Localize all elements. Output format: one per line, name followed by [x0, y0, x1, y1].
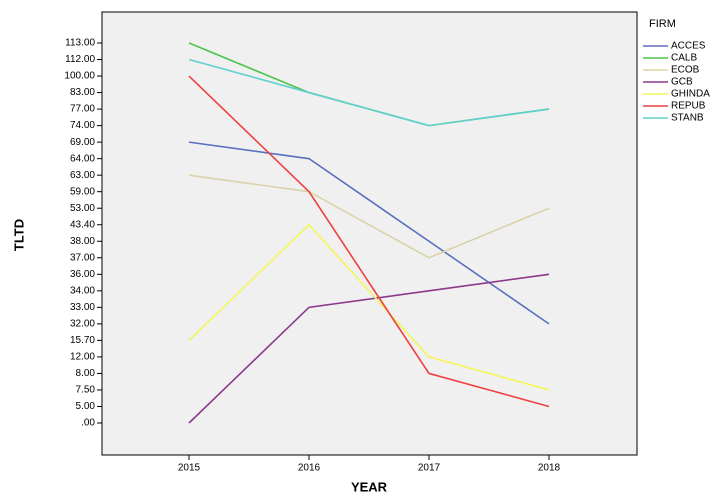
- legend-title: FIRM: [649, 18, 676, 30]
- x-tick-label: 2015: [178, 463, 201, 474]
- y-tick-label: 34.00: [70, 285, 95, 296]
- y-tick-label: 12.00: [70, 352, 95, 363]
- y-tick-label: 83.00: [70, 87, 95, 98]
- y-tick-label: 112.00: [65, 54, 95, 65]
- legend-label: REPUB: [671, 101, 706, 112]
- data-line: [188, 174, 550, 259]
- y-tick-label: 63.00: [70, 170, 95, 181]
- y-tick-label: 5.00: [76, 401, 96, 412]
- y-tick-label: 32.00: [70, 319, 95, 330]
- legend-label: GHINDA: [671, 89, 710, 100]
- y-tick-label: 53.00: [70, 203, 95, 214]
- data-line: [188, 223, 550, 391]
- legend-label: GCB: [671, 77, 693, 88]
- data-line: [188, 75, 550, 408]
- legend-label: STANB: [671, 113, 704, 124]
- y-tick-label: 8.00: [76, 368, 96, 379]
- plot-area: [101, 11, 638, 456]
- y-tick-label: 36.00: [70, 269, 95, 280]
- y-tick-label: 64.00: [70, 153, 95, 164]
- legend-label: CALB: [671, 53, 697, 64]
- x-tick-label: 2016: [298, 463, 321, 474]
- y-tick-label: 43.40: [70, 219, 95, 230]
- data-line: [188, 58, 550, 127]
- y-tick-label: 77.00: [70, 104, 95, 115]
- y-tick-label: 33.00: [70, 302, 95, 313]
- legend-label: ECOB: [671, 65, 700, 76]
- y-tick-label: 100.00: [64, 71, 95, 82]
- y-tick-label: .00: [81, 418, 95, 429]
- y-tick-label: 69.00: [70, 137, 95, 148]
- y-tick-label: 74.00: [70, 120, 95, 131]
- y-tick-label: 37.00: [70, 252, 95, 263]
- y-tick-label: 15.70: [70, 335, 95, 346]
- data-line: [188, 273, 550, 424]
- y-tick-label: 7.50: [76, 385, 96, 396]
- y-tick-label: 38.00: [70, 236, 95, 247]
- x-tick-label: 2017: [418, 463, 441, 474]
- y-tick-label: 113.00: [65, 38, 95, 49]
- y-tick-label: 59.00: [70, 186, 95, 197]
- y-axis-title: TLTD: [11, 219, 26, 251]
- x-axis-title: YEAR: [351, 479, 388, 494]
- legend-label: ACCES: [671, 41, 706, 52]
- x-tick-label: 2018: [538, 463, 561, 474]
